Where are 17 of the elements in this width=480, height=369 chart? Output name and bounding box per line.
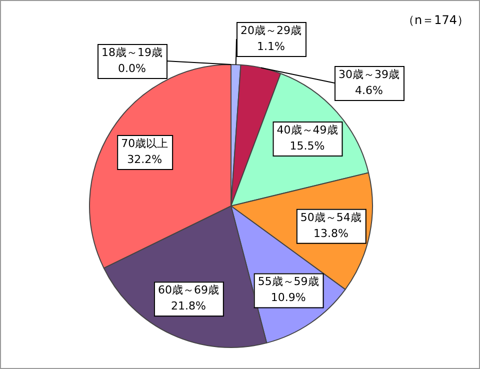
data-label: 32.2% (127, 152, 162, 166)
slice-label: 20歳～29歳 (240, 24, 302, 37)
data-label: 4.6% (355, 84, 383, 97)
data-label: 13.8% (313, 226, 348, 240)
slice-label: 55歳～59歳 (258, 275, 319, 288)
category-label: 18歳～19歳 (102, 46, 162, 59)
data-label: 21.8% (170, 299, 206, 312)
text: （n＝174） (402, 13, 469, 28)
slice-label: 40歳～49歳 (276, 123, 338, 136)
data-label: 10.9% (270, 291, 306, 304)
data-label: 15.5% (290, 139, 325, 152)
slice-label: 70歳以上 (121, 136, 168, 150)
slice-label: 50歳～54歳 (300, 210, 362, 224)
data-label: 1.1% (257, 40, 285, 53)
slice-label: 60歳～69歳 (158, 283, 219, 296)
text: 0.0% (118, 62, 146, 75)
slice-label: 30歳～39歳 (338, 68, 400, 81)
